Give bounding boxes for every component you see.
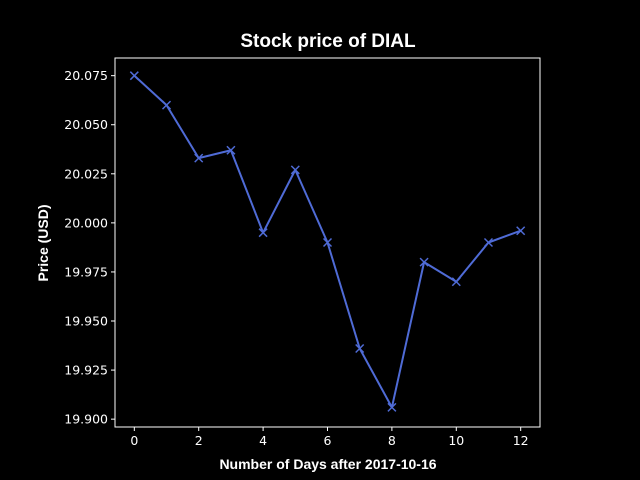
data-point-marker <box>226 145 236 155</box>
y-tick-label: 20.025 <box>64 166 108 181</box>
data-point-marker <box>129 71 139 81</box>
y-axis: 19.900 19.925 19.950 19.975 20.000 20.025 20.0… <box>64 68 115 427</box>
data-point-marker <box>355 343 365 354</box>
x-tick-label: 8 <box>388 433 396 448</box>
data-point-marker <box>387 402 397 412</box>
y-tick-label: 19.975 <box>64 264 108 279</box>
x-axis-label: Number of Days after 2017-10-16 <box>219 456 436 472</box>
data-point-marker <box>451 277 461 287</box>
y-tick-label: 20.050 <box>64 117 108 132</box>
y-tick-label: 19.900 <box>64 412 108 427</box>
data-point-marker <box>194 153 204 163</box>
chart-title: Stock price of DIAL <box>240 31 416 52</box>
x-tick-label: 10 <box>448 433 464 448</box>
y-tick-label: 20.000 <box>64 215 108 230</box>
y-tick-label: 20.075 <box>64 68 108 83</box>
data-point-marker <box>161 100 172 110</box>
data-point-marker <box>419 257 429 267</box>
x-tick-label: 4 <box>259 433 267 448</box>
data-point-marker <box>290 165 300 175</box>
data-point-marker <box>483 237 494 248</box>
y-tick-label: 19.950 <box>64 314 108 329</box>
x-tick-label: 0 <box>130 433 138 448</box>
x-axis: 0 2 4 6 8 10 12 <box>130 427 529 448</box>
data-point-marker <box>322 237 333 248</box>
series-layer <box>129 71 526 412</box>
x-tick-label: 12 <box>513 433 529 448</box>
y-tick-label: 19.925 <box>64 363 108 378</box>
x-tick-label: 2 <box>195 433 203 448</box>
data-point-marker <box>516 226 526 236</box>
y-axis-label: Price (USD) <box>35 204 51 281</box>
data-point-marker <box>258 228 268 238</box>
x-tick-label: 6 <box>324 433 332 448</box>
